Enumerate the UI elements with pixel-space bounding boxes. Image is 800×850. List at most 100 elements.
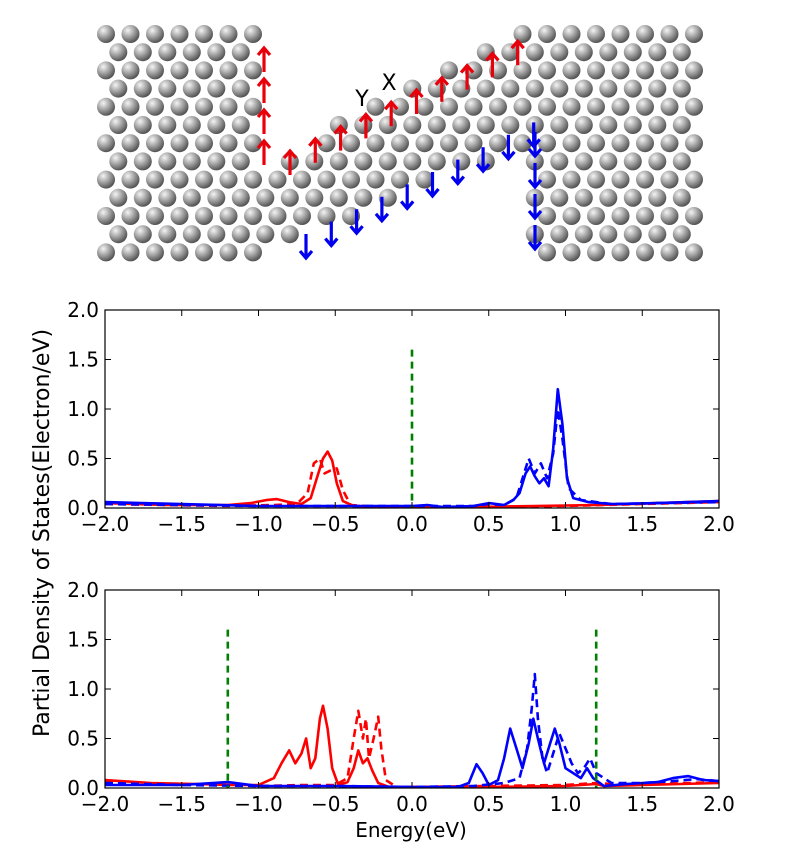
- x-tick-label: −1.5: [157, 512, 206, 536]
- y-tick-label: 1.5: [67, 348, 99, 372]
- atom: [146, 170, 164, 189]
- atom: [231, 152, 250, 171]
- spin-down-arrow-icon: [475, 147, 491, 174]
- atom: [121, 170, 140, 189]
- y-tick-label: 0.0: [67, 776, 99, 800]
- spin-up-arrow-icon: [409, 87, 424, 114]
- y-tick-label: 2.0: [67, 578, 99, 602]
- atom: [611, 25, 630, 43]
- atom: [170, 97, 189, 116]
- atom: [440, 61, 458, 80]
- atom: [121, 25, 140, 43]
- atom: [403, 116, 422, 134]
- atom: [231, 188, 250, 207]
- atom: [354, 152, 373, 171]
- atom: [648, 152, 667, 171]
- atom: [513, 61, 532, 80]
- atom: [611, 134, 630, 153]
- atom: [317, 170, 336, 189]
- series-line-2: [104, 709, 720, 789]
- atom: [623, 225, 642, 244]
- atom: [525, 43, 544, 62]
- atom: [170, 170, 189, 189]
- atom: [623, 43, 642, 62]
- spin-down-arrow-icon: [450, 159, 466, 187]
- atom: [501, 116, 520, 134]
- atom: [354, 188, 373, 207]
- atom: [146, 25, 164, 43]
- atom: [685, 134, 703, 153]
- atom: [587, 61, 605, 80]
- atom: [648, 43, 667, 62]
- y-tick-label: 0.0: [67, 496, 99, 520]
- atom: [231, 225, 250, 244]
- atom: [342, 134, 360, 153]
- atom: [97, 25, 115, 43]
- spin-down-arrow-icon: [501, 134, 516, 162]
- atom: [97, 61, 115, 80]
- spin-up-arrow-icon: [308, 136, 323, 163]
- atom: [378, 116, 397, 134]
- spin-down-arrow-icon: [527, 225, 543, 252]
- atom: [158, 188, 177, 207]
- atom: [464, 97, 483, 116]
- series-line-4: [104, 672, 720, 789]
- x-tick-label: 2.0: [703, 792, 735, 816]
- atom: [231, 43, 250, 62]
- atom: [133, 152, 152, 171]
- spin-up-arrow-icon: [333, 124, 348, 151]
- atom: [133, 116, 152, 134]
- atom: [170, 207, 189, 225]
- atom: [660, 170, 679, 189]
- spin-down-arrow-icon: [425, 172, 440, 199]
- atom: [207, 225, 226, 244]
- spin-up-arrow-icon: [256, 76, 272, 103]
- atom: [660, 243, 679, 262]
- x-tick-label: −1.0: [234, 792, 283, 816]
- atom: [599, 225, 618, 244]
- atom: [219, 207, 238, 225]
- atom: [415, 134, 434, 153]
- atom: [636, 170, 654, 189]
- x-tick-label: 2.0: [703, 512, 735, 536]
- atom: [636, 61, 654, 80]
- atom: [97, 207, 115, 225]
- atom: [109, 225, 128, 244]
- atom: [195, 243, 213, 262]
- atom: [121, 207, 140, 225]
- atom: [195, 134, 213, 153]
- x-tick-label: 1.0: [550, 512, 582, 536]
- atom: [538, 97, 556, 116]
- x-tick-label: −0.5: [311, 792, 360, 816]
- atom: [525, 79, 544, 98]
- atom: [476, 116, 495, 134]
- atom: [121, 134, 140, 153]
- atom: [158, 116, 177, 134]
- atom: [538, 134, 556, 153]
- spin-down-arrow-icon: [374, 196, 390, 224]
- atom: [182, 225, 201, 244]
- atom: [574, 43, 593, 62]
- atom: [293, 207, 311, 225]
- atom: [378, 152, 397, 171]
- atom: [599, 116, 618, 134]
- atom: [97, 170, 115, 189]
- atom: [391, 134, 409, 153]
- atom: [574, 152, 593, 171]
- y-axis-label: Partial Density of States(Electron/eV): [30, 329, 55, 737]
- atom: [562, 207, 581, 225]
- series-line-1: [104, 704, 720, 789]
- atom: [219, 134, 238, 153]
- atom: [525, 152, 544, 171]
- x-tick-label: 0.5: [473, 512, 505, 536]
- atom: [623, 188, 642, 207]
- atom: [219, 243, 238, 262]
- atom: [195, 97, 213, 116]
- atom: [562, 25, 581, 43]
- atom: [452, 116, 471, 134]
- atom: [587, 207, 605, 225]
- atom: [182, 79, 201, 98]
- atom: [660, 207, 679, 225]
- atom: [587, 243, 605, 262]
- atom: [121, 61, 140, 80]
